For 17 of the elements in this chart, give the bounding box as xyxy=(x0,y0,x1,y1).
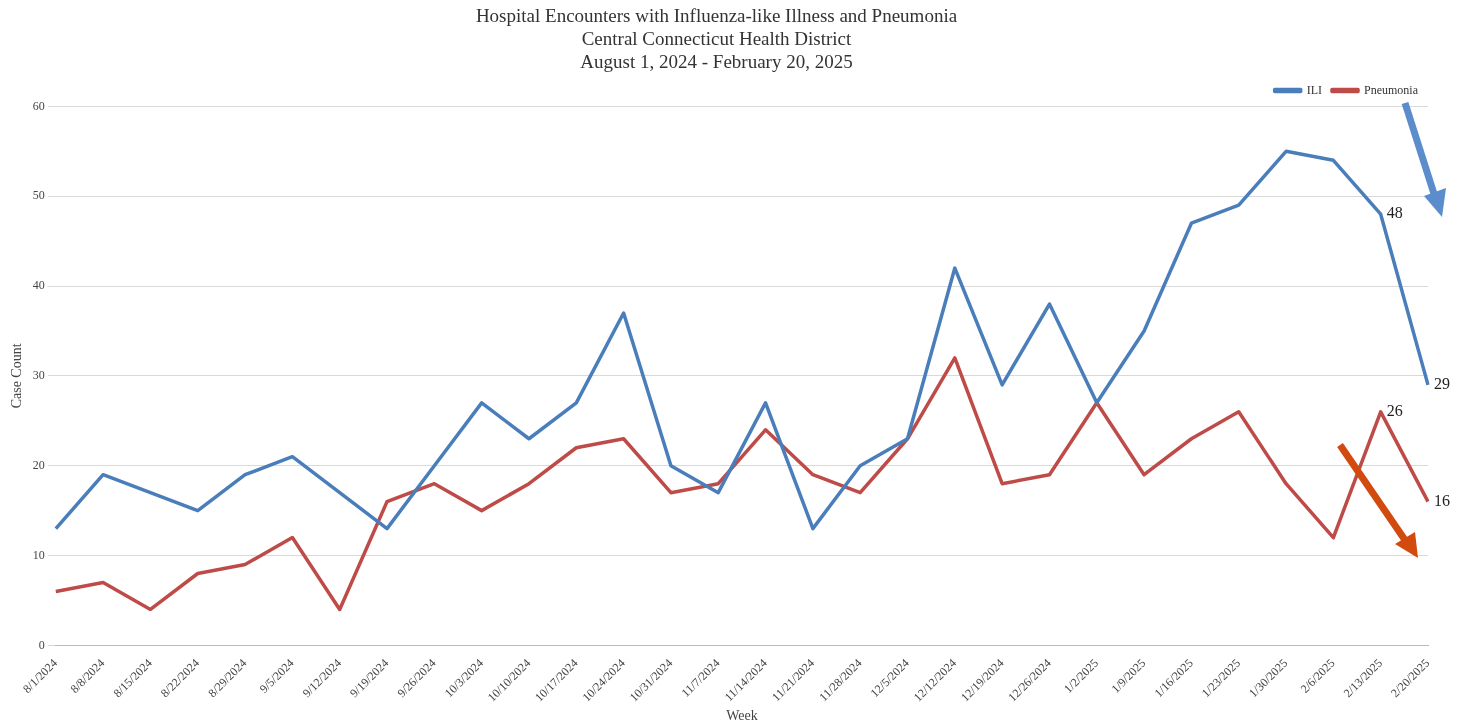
y-tick-label: 50 xyxy=(32,188,45,203)
data-label: 48 xyxy=(1386,204,1403,222)
data-label: 16 xyxy=(1434,491,1450,509)
chart-title: Hospital Encounters with Influenza-like Illness and Pneumonia xyxy=(475,5,958,27)
y-tick-label: 40 xyxy=(32,278,45,293)
data-label: 29 xyxy=(1434,375,1450,393)
x-axis-title: Week xyxy=(726,708,758,724)
y-tick-label: 20 xyxy=(32,457,45,472)
data-label: 26 xyxy=(1386,402,1403,420)
y-axis-title: Case Count xyxy=(9,343,25,409)
y-tick-label: 0 xyxy=(38,637,45,652)
chart-subtitle: Central Connecticut Health District August 1, 2024 - February 20, 2025 xyxy=(580,28,853,72)
y-tick-label: 10 xyxy=(32,547,45,562)
legend-label: Pneumonia xyxy=(1364,82,1419,97)
y-tick-label: 30 xyxy=(32,368,45,383)
legend-label: ILI xyxy=(1306,82,1323,97)
y-tick-label: 60 xyxy=(32,98,45,113)
